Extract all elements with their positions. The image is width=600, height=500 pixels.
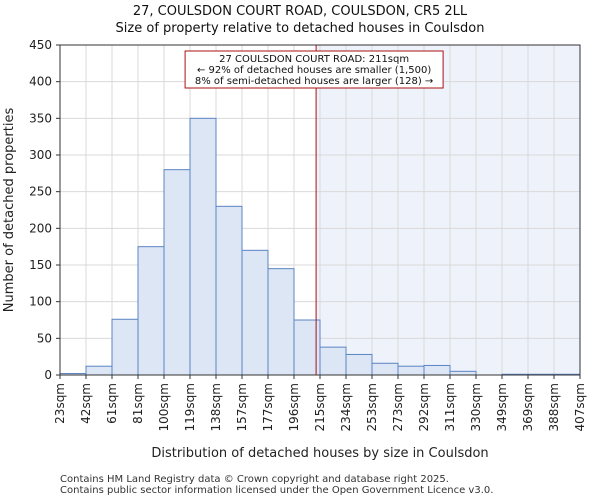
x-tick-label: 119sqm — [183, 383, 197, 431]
x-tick-label: 369sqm — [521, 383, 535, 431]
histogram-bar — [423, 364, 451, 376]
histogram-bar — [137, 246, 165, 376]
histogram-bar — [163, 169, 191, 376]
y-tick-label: 300 — [29, 148, 52, 162]
x-tick-label: 253sqm — [365, 383, 379, 431]
highlight-region — [316, 45, 580, 375]
x-tick-label: 292sqm — [417, 383, 431, 431]
chart-title: 27, COULSDON COURT ROAD, COULSDON, CR5 2… — [132, 4, 468, 19]
footer-licence: Contains public sector information licen… — [60, 485, 494, 496]
x-tick-label: 215sqm — [313, 383, 327, 431]
y-axis-title: Number of detached properties — [2, 108, 17, 313]
y-tick-label: 100 — [29, 295, 52, 309]
histogram-bar — [449, 370, 477, 376]
x-tick-label: 61sqm — [105, 383, 119, 424]
y-tick-label: 200 — [29, 221, 52, 235]
annotation-line-3: 8% of semi-detached houses are larger (1… — [195, 76, 433, 87]
x-tick-label: 42sqm — [79, 383, 93, 424]
annotation-line-2: ← 92% of detached houses are smaller (1,… — [197, 65, 431, 76]
histogram-bar — [189, 117, 217, 376]
y-tick-label: 250 — [29, 185, 52, 199]
x-tick-label: 234sqm — [339, 383, 353, 431]
x-tick-label: 81sqm — [131, 383, 145, 424]
x-tick-label: 23sqm — [53, 383, 67, 424]
x-tick-label: 311sqm — [443, 383, 457, 431]
x-tick-label: 138sqm — [209, 383, 223, 431]
x-tick-label: 407sqm — [573, 383, 587, 431]
footer-copyright: Contains HM Land Registry data © Crown c… — [60, 474, 449, 485]
chart-subtitle: Size of property relative to detached ho… — [115, 21, 485, 36]
x-tick-label: 273sqm — [391, 383, 405, 431]
x-tick-label: 177sqm — [261, 383, 275, 431]
y-tick-label: 450 — [29, 38, 52, 52]
histogram-bar — [397, 365, 425, 376]
histogram-bar — [371, 362, 399, 376]
histogram-bar — [85, 365, 113, 376]
y-tick-label: 50 — [37, 331, 52, 345]
histogram-bar — [215, 205, 243, 376]
y-tick-label: 400 — [29, 75, 52, 89]
histogram-bar — [241, 249, 269, 376]
y-tick-label: 350 — [29, 111, 52, 125]
y-tick-label: 150 — [29, 258, 52, 272]
annotation-box — [184, 50, 444, 89]
x-tick-label: 157sqm — [235, 383, 249, 431]
histogram-bar — [319, 346, 347, 376]
x-tick-label: 388sqm — [547, 383, 561, 431]
y-tick-label: 0 — [44, 368, 52, 382]
x-tick-label: 196sqm — [287, 383, 301, 431]
x-tick-label: 330sqm — [469, 383, 483, 431]
x-tick-label: 349sqm — [495, 383, 509, 431]
histogram-chart: 27 COULSDON COURT ROAD: 211sqm← 92% of d… — [2, 38, 587, 461]
annotation-line-1: 27 COULSDON COURT ROAD: 211sqm — [219, 54, 409, 65]
histogram-bar — [267, 268, 295, 376]
histogram-bar — [345, 353, 373, 376]
x-tick-label: 100sqm — [157, 383, 171, 431]
histogram-bar — [111, 318, 139, 376]
x-axis-title: Distribution of detached houses by size … — [151, 446, 488, 461]
